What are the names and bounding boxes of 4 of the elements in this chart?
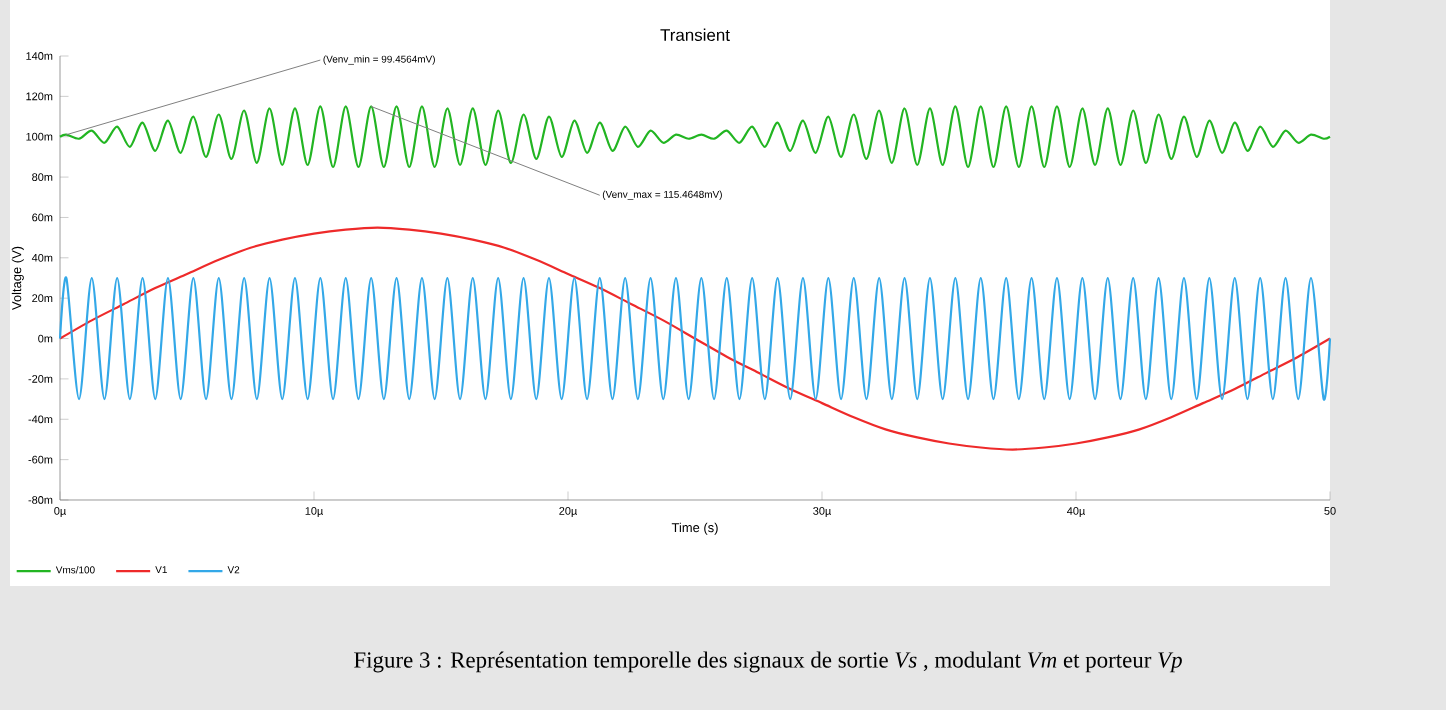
caption: Figure 3 : Représentation temporelle des signaux de sortie Vs , modulant Vm et porteur Vp (354, 651, 1182, 673)
line-series (58, 105, 1332, 169)
line-series (58, 226, 1332, 451)
chart-title: Transient (660, 28, 730, 41)
